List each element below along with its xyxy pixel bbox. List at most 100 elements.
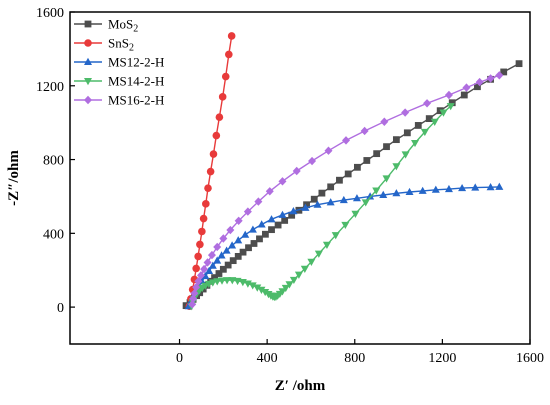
data-point-ms12-2-h: [217, 251, 226, 259]
data-point-ms14-2-h: [248, 282, 257, 290]
data-point-ms12-2-h: [458, 183, 467, 192]
data-point-ms16-2-h: [203, 258, 212, 267]
data-point-sns2: [225, 50, 233, 59]
y-tick-label: 1600: [36, 6, 64, 21]
data-point-mos2: [303, 201, 310, 209]
data-point-mos2: [515, 60, 523, 68]
data-point-ms16-2-h: [188, 300, 197, 309]
legend-label: MS14-2-H: [108, 74, 164, 89]
y-axis-ticks: 0 400 800 1200 1600: [36, 6, 75, 316]
data-point-ms12-2-h: [257, 220, 266, 228]
data-point-mos2: [318, 189, 326, 197]
data-point-ms14-2-h: [411, 139, 419, 148]
data-point-ms12-2-h: [248, 225, 257, 233]
data-point-ms16-2-h: [219, 234, 228, 243]
legend-marker: [84, 57, 92, 65]
legend-item-ms14-2-h: MS14-2-H: [74, 74, 164, 89]
data-point-mos2: [250, 240, 258, 247]
legend-marker: [84, 20, 92, 28]
data-point-ms12-2-h: [267, 215, 276, 223]
series-line-ms16-2-h: [191, 74, 500, 305]
data-point-mos2: [234, 252, 242, 260]
data-point-ms12-2-h: [418, 186, 427, 194]
data-point-ms12-2-h: [213, 256, 222, 264]
data-point-ms16-2-h: [194, 277, 203, 286]
x-tick-label: 800: [344, 351, 365, 366]
data-point-mos2: [383, 143, 390, 151]
data-point-ms14-2-h: [331, 232, 340, 240]
data-point-ms12-2-h: [352, 194, 361, 202]
data-point-ms14-2-h: [278, 288, 287, 296]
data-point-ms14-2-h: [253, 284, 262, 292]
series-line-mos2: [185, 62, 520, 307]
data-point-ms12-2-h: [241, 230, 250, 238]
y-tick-label: 800: [43, 154, 64, 169]
data-point-ms16-2-h: [190, 289, 199, 298]
legend-label: MS16-2-H: [108, 93, 164, 108]
data-point-ms16-2-h: [243, 207, 252, 216]
data-point-ms14-2-h: [420, 128, 429, 137]
data-point-ms14-2-h: [300, 265, 309, 273]
data-point-sns2: [227, 32, 236, 40]
plot-frame: [69, 11, 531, 345]
data-point-mos2: [211, 274, 218, 281]
data-point-ms16-2-h: [380, 117, 389, 126]
data-point-mos2: [500, 68, 508, 76]
data-point-ms14-2-h: [223, 277, 232, 285]
data-point-sns2: [198, 227, 206, 236]
data-point-mos2: [219, 265, 227, 273]
data-point-sns2: [209, 150, 218, 158]
data-point-ms14-2-h: [372, 187, 381, 195]
data-point-ms12-2-h: [205, 266, 214, 274]
data-point-ms16-2-h: [324, 146, 333, 155]
data-point-ms16-2-h: [226, 225, 235, 235]
y-axis-title: -Z″/ohm: [6, 150, 22, 206]
data-point-ms14-2-h: [257, 286, 266, 294]
data-point-ms12-2-h: [289, 207, 298, 215]
data-point-ms16-2-h: [444, 90, 453, 100]
data-point-ms12-2-h: [313, 200, 322, 208]
data-point-mos2: [215, 270, 223, 277]
series-sns2: [185, 32, 236, 310]
data-point-mos2: [288, 211, 296, 219]
data-point-sns2: [204, 184, 212, 192]
data-point-ms16-2-h: [423, 99, 432, 108]
x-axis-ticks: 0 400 800 1200 1600: [176, 339, 544, 366]
legend-label: MoS2: [108, 17, 138, 35]
data-point-sns2: [199, 214, 208, 223]
data-point-ms16-2-h: [254, 197, 263, 206]
data-point-mos2: [274, 221, 282, 229]
series-line-ms12-2-h: [188, 186, 500, 307]
data-point-ms14-2-h: [322, 241, 331, 249]
legend-item-ms16-2-h: MS16-2-H: [74, 93, 164, 108]
series-ms16-2-h: [188, 71, 504, 309]
data-point-ms16-2-h: [462, 83, 471, 92]
data-point-ms16-2-h: [265, 187, 274, 196]
data-point-mos2: [268, 226, 275, 234]
data-point-sns2: [215, 113, 224, 121]
data-point-mos2: [344, 170, 352, 178]
data-point-ms16-2-h: [207, 250, 216, 260]
data-point-mos2: [261, 230, 269, 238]
data-point-mos2: [310, 195, 318, 203]
data-point-mos2: [425, 115, 433, 123]
x-axis-title: Z′ /ohm: [275, 378, 326, 394]
legend-label: MS12-2-H: [108, 55, 164, 70]
legend-item-ms12-2-h: MS12-2-H: [74, 55, 164, 70]
series-ms12-2-h: [184, 182, 504, 310]
data-point-ms16-2-h: [342, 136, 350, 145]
y-tick-label: 400: [43, 227, 64, 242]
data-point-ms14-2-h: [289, 276, 298, 285]
data-point-ms16-2-h: [213, 242, 222, 252]
data-point-mos2: [256, 235, 263, 243]
data-point-ms14-2-h: [446, 103, 455, 111]
data-point-ms16-2-h: [292, 166, 301, 176]
data-point-ms12-2-h: [228, 241, 237, 249]
data-point-ms16-2-h: [486, 74, 495, 83]
legend-label: SnS2: [108, 36, 134, 54]
data-point-ms14-2-h: [243, 280, 252, 288]
data-point-ms12-2-h: [431, 185, 440, 193]
data-point-ms14-2-h: [382, 175, 391, 183]
data-point-sns2: [206, 167, 215, 176]
